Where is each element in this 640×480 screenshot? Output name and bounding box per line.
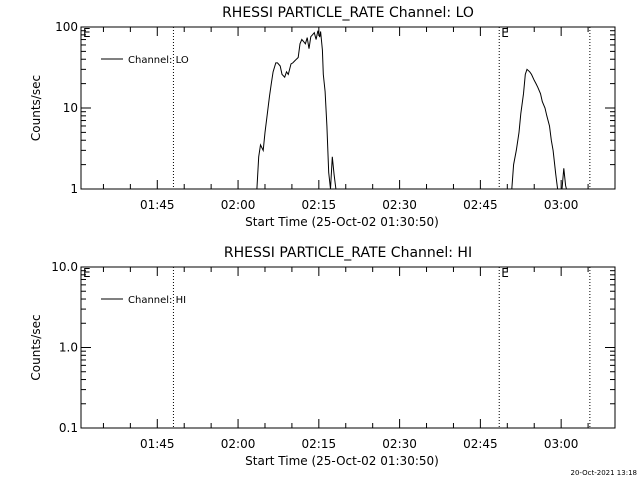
x-tick-label: 02:00 — [221, 437, 256, 451]
y-tick-label: 10.0 — [51, 260, 78, 274]
panel-hi: RHESSI PARTICLE_RATE Channel: HI 01:45 02:… — [29, 245, 615, 468]
y-axis-label: Counts/sec — [29, 314, 43, 380]
corner-label: E — [83, 266, 91, 280]
panel-lo: RHESSI PARTICLE_RATE Channel: LO 01:45 02:… — [29, 5, 615, 229]
x-tick-label: 02:15 — [302, 198, 337, 212]
x-tick-label: 03:00 — [544, 198, 579, 212]
chart-title: RHESSI PARTICLE_RATE Channel: LO — [222, 5, 474, 21]
event-marker-label: E — [501, 26, 509, 40]
chart-title: RHESSI PARTICLE_RATE Channel: HI — [224, 245, 472, 261]
x-tick-label: 02:00 — [221, 198, 256, 212]
x-axis-label: Start Time (25-Oct-02 01:30:50) — [245, 454, 439, 468]
plot-frame — [81, 27, 615, 189]
y-tick-label: 1.0 — [59, 341, 78, 355]
plot-frame — [81, 267, 615, 428]
x-tick-label: 02:15 — [302, 437, 337, 451]
x-tick-label: 01:45 — [140, 437, 175, 451]
legend-entry: Channel: HI — [128, 295, 186, 306]
y-tick-label: 1 — [70, 182, 78, 196]
x-tick-label: 03:00 — [544, 437, 579, 451]
legend-entry: Channel: LO — [128, 55, 189, 66]
particle-rate-figure: RHESSI PARTICLE_RATE Channel: LO 01:45 02:… — [0, 0, 640, 480]
x-tick-label: 02:30 — [382, 437, 417, 451]
y-tick-label: 10 — [63, 101, 78, 115]
series-line-1 — [512, 69, 568, 192]
x-tick-label: 01:45 — [140, 198, 175, 212]
footer-timestamp: 20-Oct-2021 13:18 — [571, 469, 637, 477]
y-tick-label: 100 — [55, 20, 78, 34]
corner-label: E — [83, 26, 91, 40]
series-line-0 — [257, 31, 337, 193]
event-marker-label: E — [501, 266, 509, 280]
y-axis-label: Counts/sec — [29, 75, 43, 141]
x-tick-label: 02:45 — [463, 437, 498, 451]
y-tick-label: 0.1 — [59, 421, 78, 435]
x-tick-label: 02:45 — [463, 198, 498, 212]
x-axis-label: Start Time (25-Oct-02 01:30:50) — [245, 215, 439, 229]
x-tick-label: 02:30 — [382, 198, 417, 212]
